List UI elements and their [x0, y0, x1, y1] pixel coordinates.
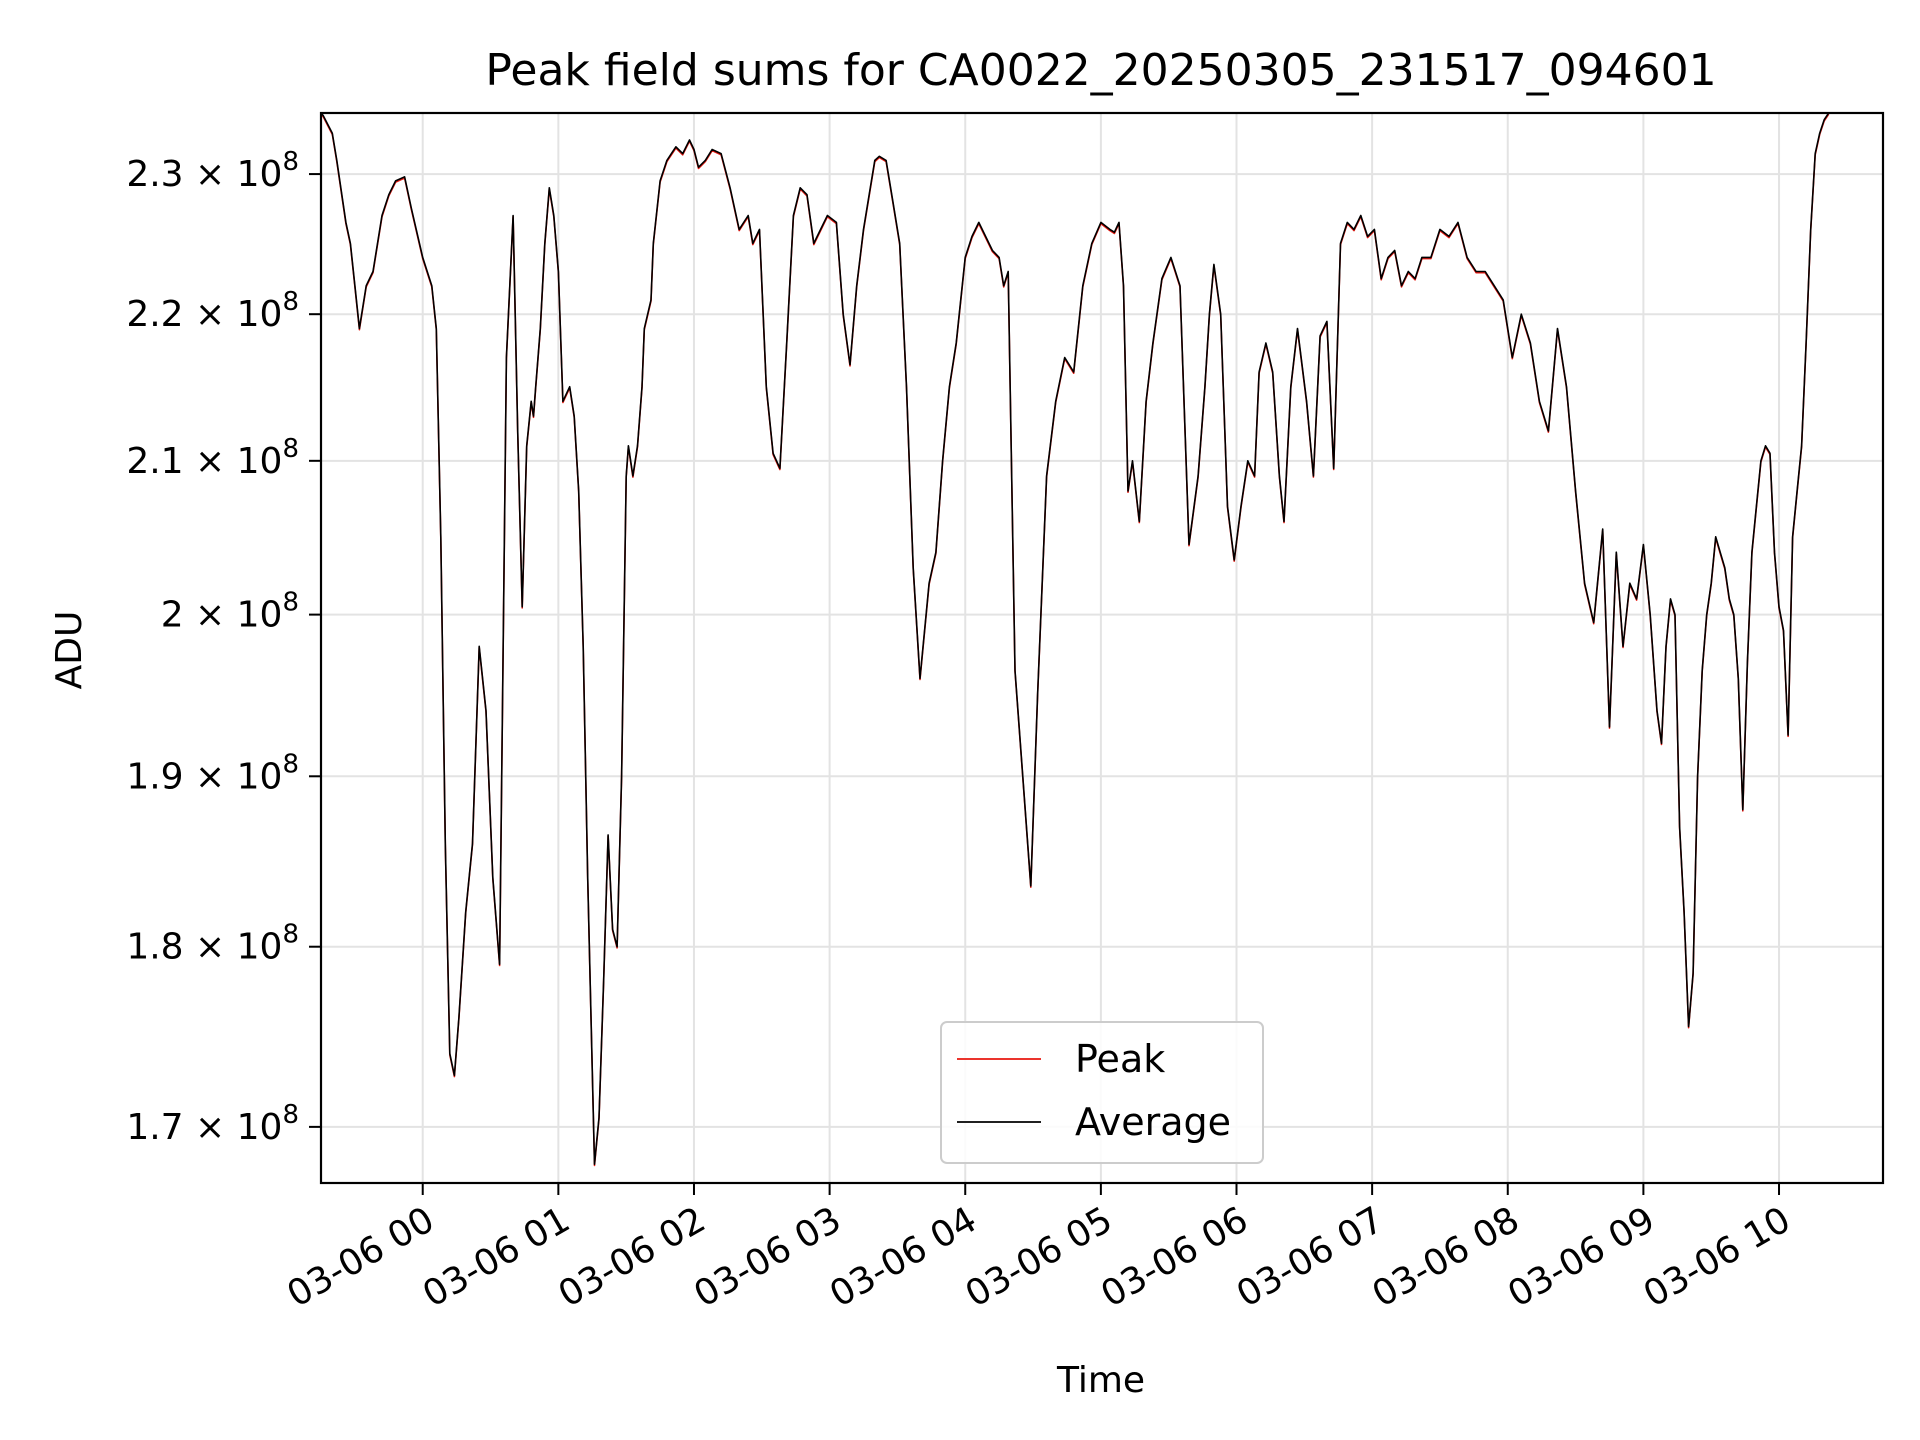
y-tick-label: 2.1 × 108 — [126, 434, 299, 482]
y-tick-label: 1.7 × 108 — [126, 1100, 299, 1148]
legend-label-average: Average — [1075, 1100, 1231, 1144]
chart-title: Peak field sums for CA0022_20250305_2315… — [485, 45, 1716, 96]
y-axis: 1.7 × 108 1.8 × 108 1.9 × 108 2 × 108 2.1 × … — [126, 147, 321, 1148]
x-axis-label: Time — [1056, 1360, 1145, 1401]
y-tick-label: 1.9 × 108 — [126, 749, 299, 797]
plot-frame — [319, 111, 1885, 1185]
y-tick-label: 2 × 108 — [161, 588, 299, 636]
grid-lines — [321, 113, 1883, 1183]
y-tick-label: 1.8 × 108 — [126, 920, 299, 968]
series-lines — [320, 112, 1830, 1167]
legend-label-peak: Peak — [1075, 1037, 1165, 1081]
legend: Peak Average — [940, 1021, 1264, 1164]
y-axis-label: ADU — [49, 611, 90, 690]
y-tick-label: 2.2 × 108 — [126, 287, 299, 335]
series-average-line — [320, 112, 1830, 1165]
y-tick-label: 2.3 × 108 — [126, 147, 299, 195]
legend-box — [940, 1021, 1264, 1164]
